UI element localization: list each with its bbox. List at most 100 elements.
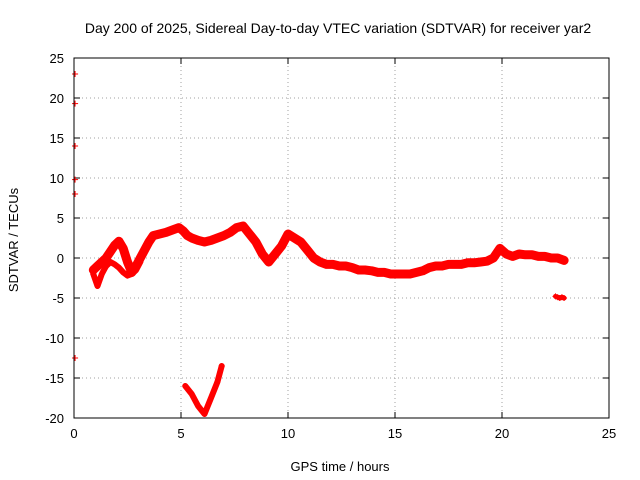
data-point-main	[141, 247, 148, 253]
data-point-dip1	[90, 271, 97, 277]
data-point-main	[111, 242, 118, 249]
data-point-outliers_hour0	[72, 176, 79, 183]
data-point-segment_16h	[182, 383, 189, 389]
data-point-outliers_hour0	[72, 100, 79, 107]
series-band-segment_16h	[182, 363, 225, 417]
data-point-main	[496, 245, 503, 252]
data-point-dip1	[94, 283, 101, 289]
data-point-main	[265, 259, 272, 265]
data-point-main	[278, 243, 285, 249]
data-point-main	[163, 229, 170, 236]
data-point-main	[150, 232, 157, 239]
data-point-dip2	[120, 269, 127, 276]
data-point-main	[240, 223, 247, 229]
data-point-main	[471, 259, 478, 266]
x-tick-label: 25	[602, 426, 616, 441]
data-point-segment_16h	[201, 411, 208, 417]
data-point-main	[458, 261, 465, 268]
data-point-main	[516, 251, 523, 257]
data-point-main	[413, 269, 420, 276]
y-tick-label: -10	[45, 331, 64, 346]
data-point-main	[387, 271, 394, 277]
axes: 0 5 10 15 20 25 25 20 15 10 5 0 -5 -10 -15 -20	[45, 51, 616, 441]
data-point-main	[207, 237, 214, 244]
data-point-main	[103, 255, 110, 261]
data-point-main	[323, 261, 330, 268]
data-point-main	[522, 251, 529, 258]
data-point-main	[188, 235, 195, 241]
data-point-main	[169, 227, 176, 233]
data-point-main	[445, 261, 452, 268]
data-point-main	[98, 259, 105, 265]
data-point-main	[195, 237, 202, 244]
plot-frame	[73, 57, 610, 419]
data-point-main	[464, 259, 471, 266]
data-point-main	[145, 239, 152, 245]
data-point-main	[484, 258, 491, 265]
data-point-main	[297, 239, 304, 245]
data-point-main	[535, 253, 542, 260]
y-axis-label: SDTVAR / TECUs	[6, 187, 21, 292]
data-point-main	[252, 239, 259, 245]
data-point-main	[419, 267, 426, 274]
series-band-main	[88, 221, 569, 279]
x-tick-label: 20	[495, 426, 509, 441]
data-point-segment_16h	[214, 379, 221, 385]
data-point-main	[548, 255, 555, 261]
data-point-dip2	[124, 272, 131, 279]
data-point-main	[528, 251, 535, 258]
data-point-main	[541, 253, 548, 260]
data-point-outliers_hour0	[72, 355, 79, 361]
data-point-main	[304, 247, 311, 253]
data-point-main	[374, 269, 381, 276]
y-tick-label: 5	[57, 211, 64, 226]
data-point-main	[272, 251, 279, 257]
data-point-main	[336, 263, 343, 269]
plot-area	[72, 71, 569, 417]
data-point-main	[220, 232, 227, 239]
y-tick-label: 0	[57, 251, 64, 266]
data-point-dip2	[128, 271, 135, 277]
data-point-main	[509, 253, 516, 260]
data-point-main	[503, 251, 510, 257]
y-tick-label: -5	[52, 291, 64, 306]
data-point-main	[246, 231, 253, 237]
data-point-main	[432, 263, 439, 269]
data-point-main	[349, 264, 356, 271]
data-point-main	[477, 259, 484, 265]
data-point-main	[362, 267, 369, 273]
data-point-outliers_hour0	[72, 143, 79, 149]
data-point-main	[233, 224, 240, 231]
y-tick-label: 25	[50, 51, 64, 66]
data-point-main	[156, 231, 163, 237]
data-point-dip2	[115, 264, 122, 271]
data-point-main	[291, 235, 298, 241]
data-point-dip2	[137, 259, 144, 265]
data-point-main	[175, 224, 182, 231]
data-point-outliers_hour0	[72, 71, 79, 77]
data-point-segment_16h	[218, 363, 225, 369]
data-point-segment_16h	[188, 391, 195, 397]
data-point-main	[406, 271, 413, 277]
data-point-dip1	[98, 271, 105, 277]
x-tick-label: 10	[281, 426, 295, 441]
data-point-main	[285, 231, 291, 237]
x-tick-label: 15	[388, 426, 402, 441]
data-point-main	[227, 229, 234, 236]
x-tick-label: 5	[177, 426, 184, 441]
data-point-main	[317, 259, 324, 265]
data-point-main	[368, 267, 375, 274]
data-point-main	[561, 257, 568, 264]
data-point-segment_16h	[207, 395, 214, 401]
data-point-main	[400, 271, 407, 277]
data-point-main	[214, 235, 221, 241]
data-point-main	[355, 267, 362, 273]
x-axis-label: GPS time / hours	[291, 459, 390, 474]
data-point-dip2	[133, 267, 140, 273]
data-point-segment_neg5	[561, 295, 568, 301]
data-point-main	[394, 271, 401, 277]
data-point-main	[490, 255, 497, 261]
data-point-main	[201, 239, 208, 245]
data-point-main	[184, 232, 191, 239]
